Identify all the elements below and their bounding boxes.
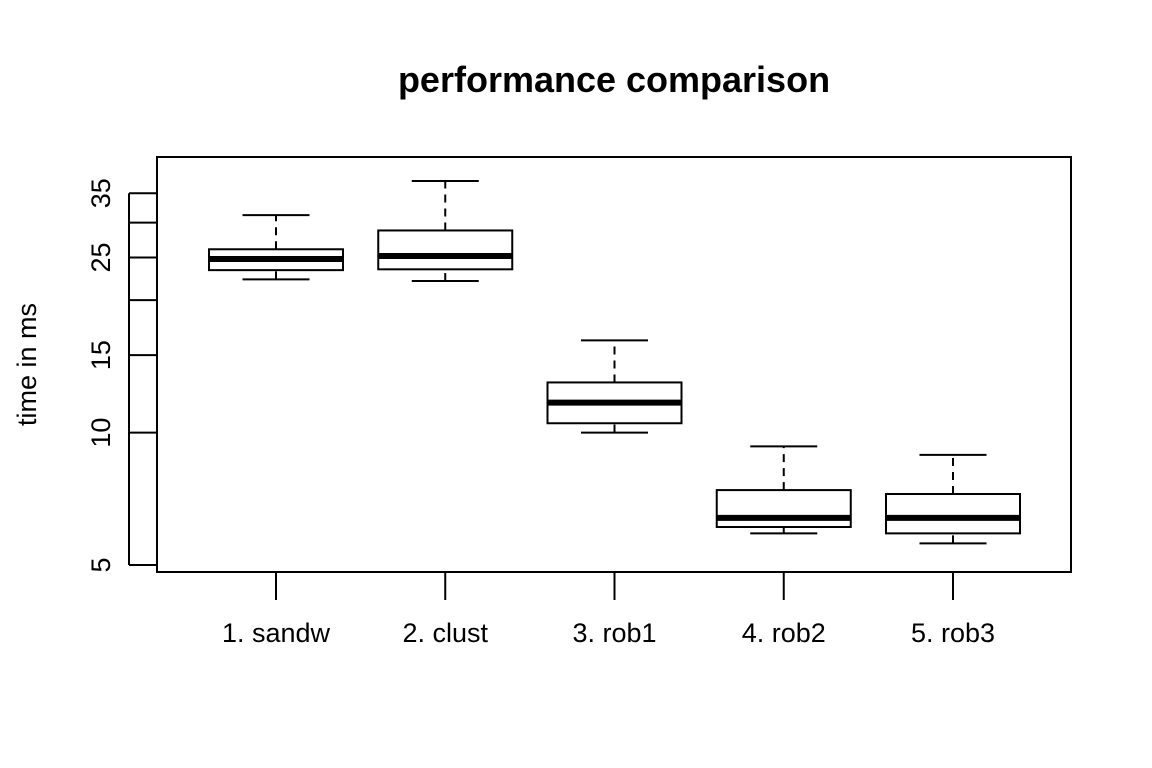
x-tick-label: 5. rob3 [911,618,995,648]
y-tick-label: 5 [86,557,116,572]
y-tick-label: 35 [86,178,116,208]
x-tick-label: 1. sandw [222,618,331,648]
y-tick-label: 10 [86,418,116,448]
box-iqr [377,229,514,271]
y-axis-label: time in ms [12,303,42,426]
box-iqr [715,489,852,529]
y-tick-label: 15 [86,340,116,370]
x-tick-label: 2. clust [402,618,488,648]
x-tick-label: 4. rob2 [742,618,826,648]
x-tick-label: 3. rob1 [572,618,656,648]
chart-title: performance comparison [397,59,831,100]
y-tick-label: 25 [86,242,116,272]
box-iqr [885,493,1021,535]
